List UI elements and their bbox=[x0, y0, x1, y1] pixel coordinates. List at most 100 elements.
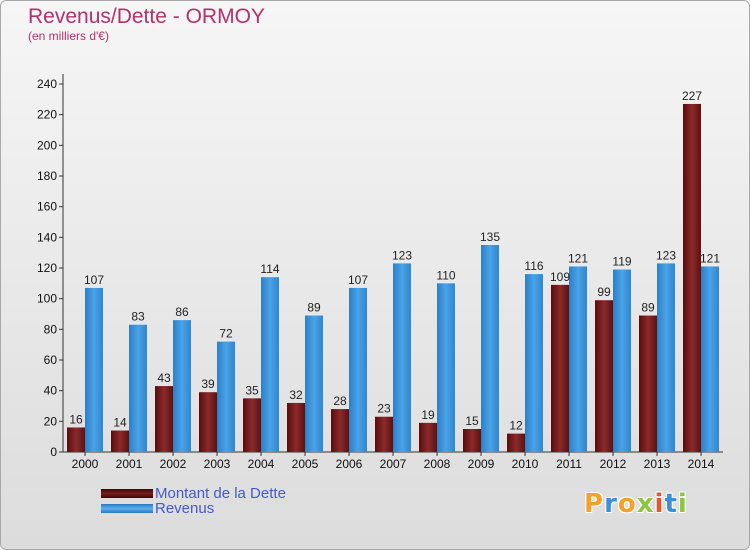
logo-letter: r bbox=[604, 489, 618, 519]
debt-bar bbox=[507, 433, 525, 452]
logo-letter: i bbox=[677, 489, 688, 519]
revenue-value-label: 89 bbox=[307, 301, 321, 315]
logo-letter: x bbox=[636, 489, 655, 519]
x-tick-label: 2004 bbox=[248, 457, 275, 471]
revenue-value-label: 86 bbox=[175, 305, 189, 319]
y-tick-label: 40 bbox=[44, 384, 58, 398]
revenue-bar bbox=[525, 274, 543, 452]
debt-bar bbox=[639, 315, 657, 452]
debt-value-label: 12 bbox=[509, 419, 523, 433]
proxiti-logo: Proxiti bbox=[584, 489, 688, 519]
debt-bar bbox=[375, 416, 393, 452]
revenue-value-label: 116 bbox=[524, 259, 543, 273]
revenue-value-label: 72 bbox=[219, 327, 233, 341]
legend-label-debt: Montant de la Dette bbox=[155, 485, 286, 502]
x-tick-label: 2007 bbox=[380, 457, 407, 471]
x-tick-label: 2014 bbox=[688, 457, 715, 471]
y-tick-label: 0 bbox=[50, 445, 57, 459]
debt-bar bbox=[199, 392, 217, 452]
revenue-bar bbox=[349, 287, 367, 452]
x-tick-label: 2002 bbox=[160, 457, 187, 471]
x-tick-label: 2003 bbox=[204, 457, 231, 471]
x-tick-label: 2009 bbox=[468, 457, 495, 471]
revenue-value-label: 107 bbox=[348, 273, 368, 287]
revenue-value-label: 135 bbox=[480, 230, 500, 244]
revenue-value-label: 121 bbox=[700, 251, 720, 265]
y-tick-label: 80 bbox=[44, 322, 58, 336]
legend-label-revenue: Revenus bbox=[155, 500, 215, 517]
y-tick-label: 20 bbox=[44, 414, 58, 428]
debt-value-label: 39 bbox=[201, 377, 215, 391]
chart-subtitle: (en milliers d'€) bbox=[28, 29, 109, 43]
revenue-value-label: 119 bbox=[612, 255, 631, 269]
x-tick-label: 2011 bbox=[556, 457, 582, 471]
debt-bar bbox=[595, 300, 613, 452]
x-tick-label: 2013 bbox=[644, 457, 671, 471]
debt-bar bbox=[155, 386, 173, 452]
debt-bar bbox=[419, 422, 437, 452]
revenue-value-label: 110 bbox=[436, 268, 455, 282]
revenue-value-label: 107 bbox=[84, 273, 104, 287]
revenue-value-label: 114 bbox=[260, 262, 279, 276]
x-tick-label: 2010 bbox=[512, 457, 539, 471]
x-tick-label: 2000 bbox=[72, 457, 99, 471]
y-tick-label: 240 bbox=[37, 77, 57, 91]
y-tick-label: 180 bbox=[37, 169, 57, 183]
debt-value-label: 16 bbox=[69, 412, 83, 426]
debt-bar bbox=[67, 427, 85, 452]
x-tick-label: 2005 bbox=[292, 457, 319, 471]
y-tick-label: 100 bbox=[37, 292, 57, 306]
logo-letter: i bbox=[654, 489, 665, 519]
revenue-bar bbox=[261, 277, 279, 452]
revenue-bar bbox=[305, 315, 323, 452]
debt-value-label: 43 bbox=[157, 371, 171, 385]
logo-letter: P bbox=[584, 489, 605, 519]
debt-bar bbox=[331, 409, 349, 452]
debt-value-label: 99 bbox=[597, 285, 611, 299]
revenue-bar bbox=[129, 324, 147, 452]
debt-value-label: 23 bbox=[377, 402, 391, 416]
logo-letter: o bbox=[617, 489, 637, 519]
debt-bar bbox=[111, 430, 129, 452]
y-tick-label: 200 bbox=[37, 138, 57, 152]
legend-swatch-debt bbox=[101, 489, 153, 498]
x-tick-label: 2012 bbox=[600, 457, 627, 471]
revenue-bar bbox=[173, 320, 191, 452]
revenue-bar bbox=[569, 266, 587, 452]
revenue-value-label: 123 bbox=[656, 248, 676, 262]
revenue-bar bbox=[393, 263, 411, 452]
debt-bar bbox=[463, 429, 481, 452]
logo-letter: t bbox=[664, 489, 678, 519]
revenue-value-label: 121 bbox=[568, 251, 588, 265]
debt-value-label: 227 bbox=[682, 89, 702, 103]
revenue-bar bbox=[437, 283, 455, 452]
revenue-bar bbox=[613, 269, 631, 452]
revenue-value-label: 83 bbox=[131, 310, 145, 324]
y-tick-label: 220 bbox=[37, 108, 57, 122]
revenue-bar bbox=[481, 245, 499, 452]
y-tick-label: 60 bbox=[44, 353, 58, 367]
debt-value-label: 28 bbox=[333, 394, 347, 408]
debt-value-label: 32 bbox=[289, 388, 303, 402]
debt-value-label: 14 bbox=[113, 416, 127, 430]
debt-value-label: 109 bbox=[550, 270, 570, 284]
debt-value-label: 19 bbox=[421, 408, 435, 422]
x-tick-label: 2008 bbox=[424, 457, 451, 471]
revenue-value-label: 123 bbox=[392, 248, 412, 262]
debt-value-label: 15 bbox=[465, 414, 479, 428]
revenue-bar bbox=[85, 287, 103, 452]
y-tick-label: 120 bbox=[37, 261, 57, 275]
chart-title: Revenus/Dette - ORMOY bbox=[28, 5, 265, 28]
debt-bar bbox=[243, 398, 261, 452]
y-tick-label: 140 bbox=[37, 230, 57, 244]
revenue-bar bbox=[657, 263, 675, 452]
debt-value-label: 35 bbox=[245, 383, 259, 397]
x-tick-label: 2006 bbox=[336, 457, 363, 471]
legend-swatch-revenue bbox=[101, 504, 153, 513]
debt-value-label: 89 bbox=[641, 301, 655, 315]
x-tick-label: 2001 bbox=[116, 457, 143, 471]
debt-bar bbox=[287, 402, 305, 452]
debt-bar bbox=[551, 284, 569, 452]
